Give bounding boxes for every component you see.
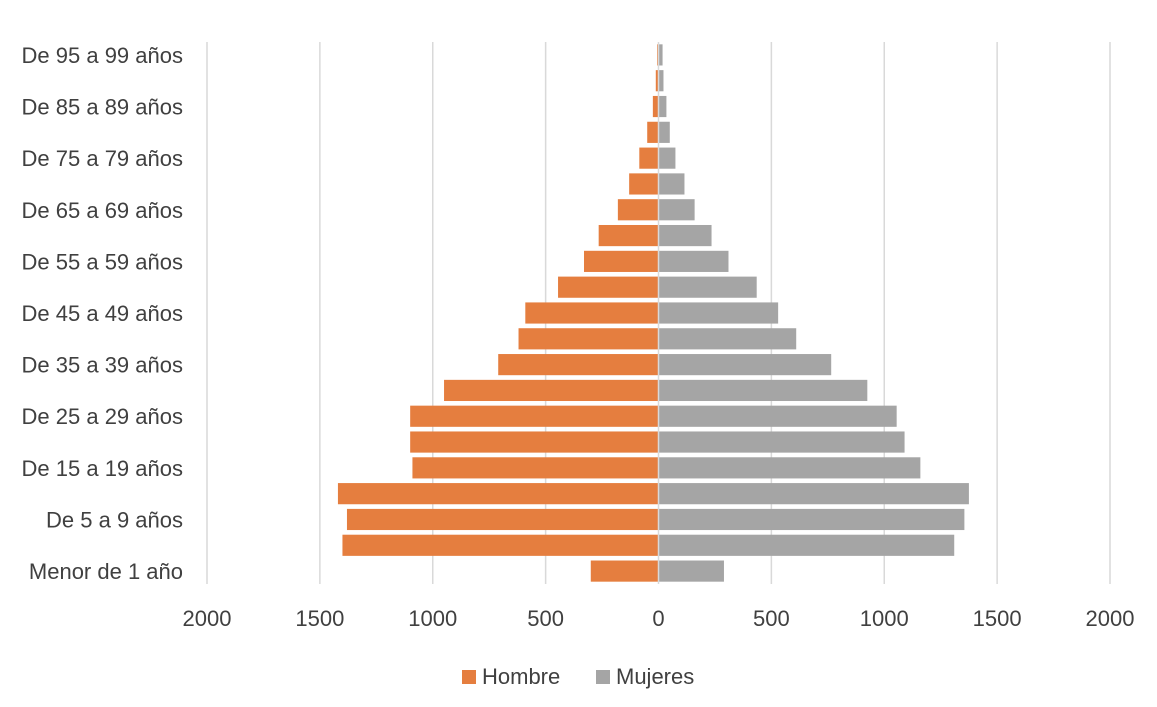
bar-hombre-7	[444, 379, 659, 402]
category-label: De 95 a 99 años	[22, 43, 183, 68]
x-tick-label: 500	[527, 606, 564, 631]
bar-mujeres-16	[658, 147, 676, 169]
category-label: De 65 a 69 años	[22, 198, 183, 223]
bar-hombre-12	[584, 250, 659, 272]
x-tick-label: 2000	[183, 606, 232, 631]
bar-hombre-19	[655, 70, 659, 92]
category-label: De 5 a 9 años	[46, 507, 183, 532]
bar-hombre-14	[617, 199, 659, 221]
bar-hombre-17	[647, 121, 659, 143]
bar-mujeres-4	[658, 457, 921, 479]
category-label: De 55 a 59 años	[22, 249, 183, 274]
bar-mujeres-5	[658, 431, 905, 453]
x-tick-label: 1000	[408, 606, 457, 631]
category-label: De 75 a 79 años	[22, 146, 183, 171]
x-tick-label: 500	[753, 606, 790, 631]
bar-hombre-10	[525, 302, 659, 324]
bar-hombre-5	[410, 431, 659, 453]
bar-mujeres-18	[658, 95, 667, 118]
legend-swatch-mujeres	[596, 670, 610, 684]
legend-swatch-hombre	[462, 670, 476, 684]
category-labels: Menor de 1 año De 5 a 9 años De 15 a 19 añ…	[22, 43, 183, 584]
category-label: De 25 a 29 años	[22, 404, 183, 429]
x-tick-label: 1500	[295, 606, 344, 631]
bar-hombre-8	[498, 354, 659, 376]
category-label: Menor de 1 año	[29, 559, 183, 584]
bar-mujeres-0	[658, 560, 724, 582]
category-label: De 45 a 49 años	[22, 301, 183, 326]
bar-mujeres-11	[658, 276, 757, 298]
bar-hombre-4	[412, 457, 659, 479]
bar-mujeres-7	[658, 379, 868, 402]
x-tick-label: 2000	[1086, 606, 1135, 631]
legend: Hombre Mujeres	[462, 664, 694, 689]
bar-mujeres-13	[658, 224, 712, 247]
bar-hombre-13	[598, 224, 659, 247]
category-label: De 15 a 19 años	[22, 456, 183, 481]
category-label: De 35 a 39 años	[22, 353, 183, 378]
bar-mujeres-1	[658, 534, 955, 556]
bar-mujeres-14	[658, 199, 695, 221]
bars	[337, 44, 969, 582]
bar-mujeres-12	[658, 250, 729, 272]
bar-mujeres-9	[658, 328, 797, 350]
bar-mujeres-6	[658, 405, 897, 427]
bar-hombre-9	[518, 328, 659, 350]
bar-hombre-11	[558, 276, 659, 298]
bar-hombre-0	[590, 560, 659, 582]
bar-hombre-6	[410, 405, 659, 427]
x-tick-label: 0	[652, 606, 664, 631]
x-tick-label: 1000	[860, 606, 909, 631]
bar-mujeres-17	[658, 121, 670, 143]
bar-hombre-18	[652, 95, 659, 118]
x-tick-labels: 2000 1500 1000 500 0 500 1000 1500 2000	[183, 606, 1135, 631]
bar-hombre-2	[346, 508, 659, 531]
bar-mujeres-3	[658, 483, 969, 505]
bar-mujeres-19	[658, 70, 664, 92]
bar-mujeres-20	[658, 44, 663, 66]
category-label: De 85 a 89 años	[22, 95, 183, 120]
bar-hombre-1	[342, 534, 659, 556]
legend-label-mujeres: Mujeres	[616, 664, 694, 689]
bar-hombre-3	[337, 483, 659, 505]
legend-label-hombre: Hombre	[482, 664, 560, 689]
bar-mujeres-8	[658, 354, 832, 376]
bar-mujeres-15	[658, 173, 685, 195]
bar-hombre-15	[629, 173, 659, 195]
bar-mujeres-10	[658, 302, 779, 324]
bar-mujeres-2	[658, 508, 965, 531]
x-tick-label: 1500	[973, 606, 1022, 631]
bar-hombre-16	[639, 147, 659, 169]
